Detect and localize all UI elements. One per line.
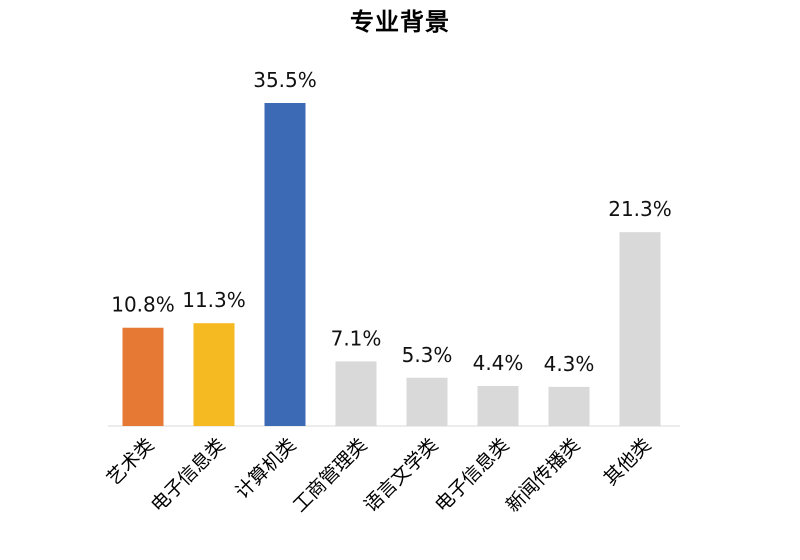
data-label-5: 4.4%	[473, 351, 524, 375]
x-tick-label-0: 艺术类	[103, 434, 159, 490]
bar-6	[548, 386, 590, 426]
x-tick-label-6: 新闻传播类	[502, 434, 585, 517]
x-tick-label-2: 计算机类	[231, 434, 300, 503]
bar-7	[619, 232, 661, 426]
bar-1	[193, 323, 235, 426]
data-label-7: 21.3%	[608, 197, 672, 221]
data-label-4: 5.3%	[402, 343, 453, 367]
bar-3	[335, 361, 377, 426]
x-tick-label-7: 其他类	[600, 434, 656, 490]
x-tick-label-4: 语言文学类	[360, 434, 443, 517]
data-label-6: 4.3%	[544, 352, 595, 376]
data-label-2: 35.5%	[253, 68, 317, 92]
bar-5	[477, 385, 519, 426]
x-tick-label-1: 电子信息类	[147, 434, 230, 517]
data-label-3: 7.1%	[331, 326, 382, 350]
chart-title: 专业背景	[350, 8, 450, 36]
data-label-0: 10.8%	[111, 293, 175, 317]
x-tick-label-3: 工商管理类	[289, 434, 372, 517]
bar-0	[122, 327, 164, 426]
data-label-1: 11.3%	[182, 288, 246, 312]
bar-4	[406, 377, 448, 426]
bar-2	[264, 103, 306, 426]
x-tick-label-5: 电子信息类	[431, 434, 514, 517]
